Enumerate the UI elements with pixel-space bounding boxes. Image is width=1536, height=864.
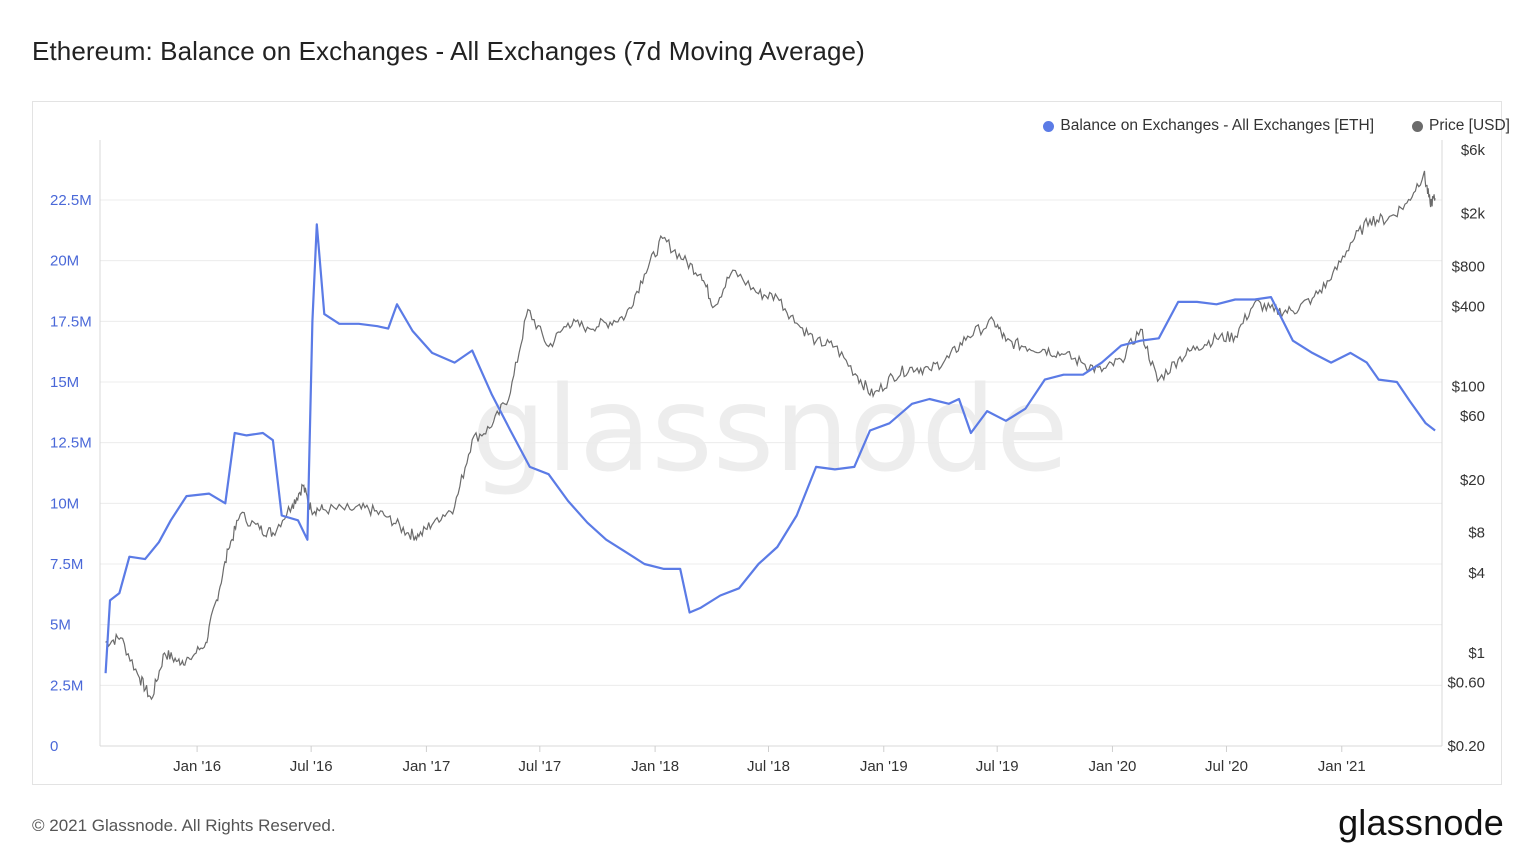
y-left-tick-label: 2.5M (50, 677, 83, 694)
y-right-tick-label: $4 (1468, 565, 1485, 582)
legend-label-balance: Balance on Exchanges - All Exchanges [ET… (1060, 117, 1375, 134)
x-tick-label: Jan '19 (860, 758, 908, 775)
y-left-tick-label: 12.5M (50, 435, 92, 452)
chart-title: Ethereum: Balance on Exchanges - All Exc… (32, 36, 865, 66)
legend-dot-price (1412, 120, 1424, 132)
legend-label-price: Price [USD] (1429, 117, 1510, 134)
chart-panel (32, 101, 1502, 785)
x-tick-label: Jul '19 (976, 758, 1019, 775)
balance-series-line (104, 223, 1436, 674)
copyright-footer: © 2021 Glassnode. All Rights Reserved. (32, 816, 336, 835)
legend-item-price[interactable]: Price [USD] (1412, 117, 1510, 135)
x-tick-label: Jan '20 (1088, 758, 1136, 775)
x-tick-label: Jan '16 (173, 758, 221, 775)
y-right-tick-label: $8 (1468, 525, 1485, 542)
y-left-tick-label: 15M (50, 374, 79, 391)
y-right-tick-label: $60 (1460, 408, 1485, 425)
y-right-tick-label: $6k (1461, 142, 1486, 159)
legend-item-balance[interactable]: Balance on Exchanges - All Exchanges [ET… (1043, 117, 1374, 135)
x-tick-label: Jul '18 (747, 758, 790, 775)
x-tick-label: Jan '17 (402, 758, 450, 775)
y-right-tick-label: $400 (1452, 299, 1485, 316)
y-right-tick-label: $1 (1468, 645, 1485, 662)
x-tick-label: Jul '16 (290, 758, 333, 775)
y-left-tick-label: 7.5M (50, 556, 83, 573)
y-right-tick-label: $0.20 (1447, 738, 1485, 755)
y-left-tick-label: 10M (50, 495, 79, 512)
y-right-tick-label: $20 (1460, 472, 1485, 489)
y-right-tick-label: $0.60 (1447, 674, 1485, 691)
x-tick-label: Jul '17 (518, 758, 561, 775)
y-left-tick-label: 17.5M (50, 313, 92, 330)
y-right-tick-label: $2k (1461, 206, 1486, 223)
y-left-tick-label: 5M (50, 617, 71, 634)
brand-logo: glassnode (1338, 802, 1504, 843)
legend-dot-balance (1043, 120, 1055, 132)
watermark-text: glassnode (471, 360, 1068, 498)
x-tick-label: Jan '18 (631, 758, 679, 775)
y-left-tick-label: 20M (50, 253, 79, 270)
y-left-tick-label: 22.5M (50, 192, 92, 209)
y-right-tick-label: $800 (1452, 258, 1485, 275)
y-right-tick-label: $100 (1452, 379, 1485, 396)
y-left-tick-label: 0 (50, 738, 58, 755)
x-tick-label: Jul '20 (1205, 758, 1248, 775)
x-tick-label: Jan '21 (1318, 758, 1366, 775)
legend: Balance on Exchanges - All Exchanges [ET… (1043, 117, 1510, 135)
